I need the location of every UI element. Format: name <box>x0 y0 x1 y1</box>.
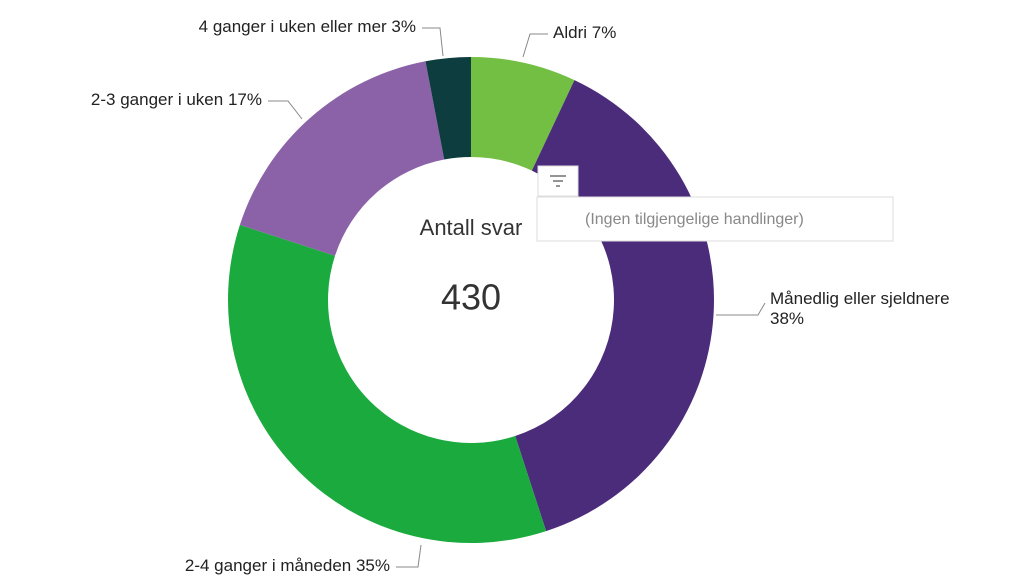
leader-line <box>268 100 303 120</box>
label-value: 35% <box>356 556 390 575</box>
tooltip-text: (Ingen tilgjengelige handlinger) <box>585 211 804 228</box>
leader-line <box>522 33 548 58</box>
slice-label: 2-3 ganger i uken 17% <box>91 90 262 109</box>
slice <box>515 80 714 532</box>
center-label: Antall svar <box>420 215 523 240</box>
label-category: 2-3 ganger i uken <box>91 90 223 109</box>
label-value: 17% <box>228 90 262 109</box>
leader-line <box>422 27 444 57</box>
slice <box>228 224 547 543</box>
label-category: 2-4 ganger i måneden <box>185 556 351 575</box>
tooltip-box <box>536 196 894 242</box>
label-value: 7% <box>592 23 617 42</box>
slice-label: Månedlig eller sjeldnere 38% <box>770 289 950 328</box>
label-value: 38% <box>770 309 804 328</box>
filter-icon <box>550 175 566 187</box>
label-value: 3% <box>391 17 416 36</box>
label-category: 4 ganger i uken eller mer <box>199 17 387 36</box>
slice-label: Aldri 7% <box>553 23 616 42</box>
center-value: 430 <box>441 277 501 318</box>
label-category: Aldri <box>553 23 587 42</box>
slice-label: 2-4 ganger i måneden 35% <box>185 556 390 575</box>
label-category: Månedlig eller sjeldnere <box>770 289 950 308</box>
slice <box>239 61 445 256</box>
slice <box>471 57 575 171</box>
leader-line <box>396 544 422 568</box>
slice <box>425 57 471 160</box>
slice-label: 4 ganger i uken eller mer 3% <box>199 17 416 36</box>
leader-line <box>716 302 766 316</box>
tooltip-group: (Ingen tilgjengelige handlinger) <box>536 165 894 242</box>
